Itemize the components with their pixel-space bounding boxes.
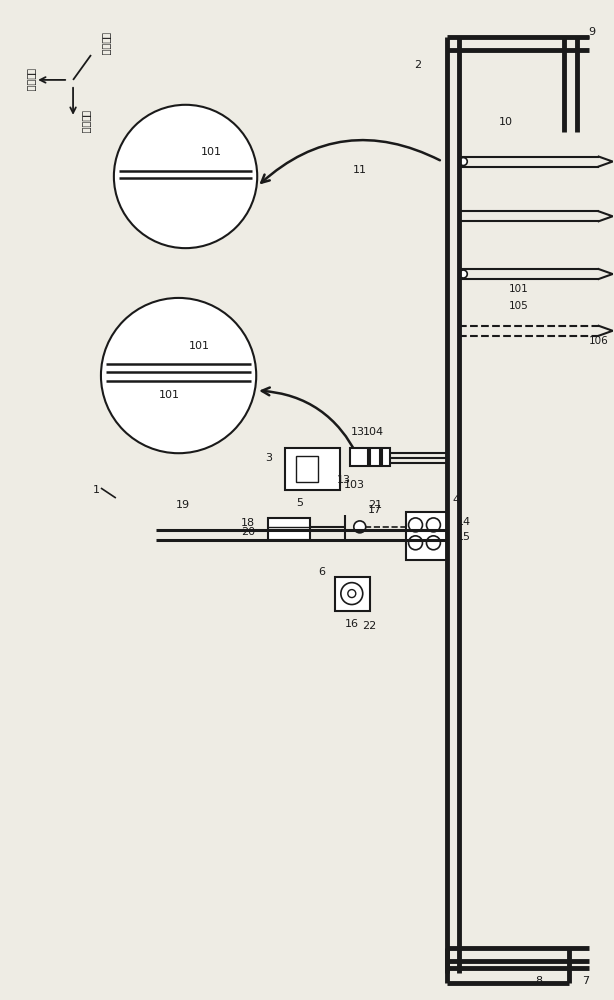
Text: 15: 15 — [457, 532, 472, 542]
Text: 3: 3 — [265, 453, 272, 463]
Text: 2: 2 — [414, 60, 422, 70]
Circle shape — [427, 518, 440, 532]
Circle shape — [408, 536, 422, 550]
Bar — [296, 456, 318, 482]
Text: 104: 104 — [363, 427, 384, 437]
Text: 106: 106 — [589, 336, 608, 346]
Text: 16: 16 — [345, 619, 359, 629]
Text: 101: 101 — [188, 341, 209, 351]
Bar — [285, 448, 340, 490]
Text: 19: 19 — [176, 500, 190, 510]
Circle shape — [101, 298, 256, 453]
Circle shape — [354, 521, 366, 533]
Circle shape — [341, 583, 363, 605]
Text: 101: 101 — [158, 390, 180, 400]
Text: 1: 1 — [93, 485, 99, 495]
Text: 第三方向: 第三方向 — [26, 68, 36, 92]
Text: 103: 103 — [344, 480, 365, 490]
Text: 4: 4 — [453, 495, 459, 505]
Circle shape — [408, 518, 422, 532]
Text: 101: 101 — [509, 284, 529, 294]
Text: 第一方向: 第一方向 — [81, 110, 91, 133]
Text: 10: 10 — [499, 117, 513, 127]
Text: 17: 17 — [368, 505, 382, 515]
Circle shape — [114, 105, 257, 248]
Text: 8: 8 — [535, 976, 543, 986]
Circle shape — [459, 158, 467, 166]
Text: 13: 13 — [337, 475, 351, 485]
Bar — [370, 448, 379, 466]
Text: 6: 6 — [318, 567, 325, 577]
Bar — [335, 577, 370, 611]
Circle shape — [459, 270, 467, 278]
Text: 105: 105 — [509, 301, 529, 311]
Text: 11: 11 — [353, 165, 367, 175]
Text: 101: 101 — [201, 147, 222, 157]
Bar — [406, 512, 448, 560]
FancyArrowPatch shape — [262, 140, 440, 183]
Text: 18: 18 — [241, 518, 255, 528]
Text: 13: 13 — [351, 427, 365, 437]
Text: 7: 7 — [581, 976, 589, 986]
Text: 20: 20 — [241, 527, 255, 537]
Text: 14: 14 — [457, 517, 472, 527]
FancyArrowPatch shape — [262, 388, 359, 458]
Text: 21: 21 — [368, 500, 382, 510]
Text: 第二方向: 第二方向 — [101, 32, 111, 56]
Text: 5: 5 — [297, 498, 303, 508]
Text: 9: 9 — [589, 27, 596, 37]
Bar — [350, 448, 368, 466]
Circle shape — [427, 536, 440, 550]
Bar — [382, 448, 390, 466]
Circle shape — [348, 590, 356, 598]
Bar — [268, 518, 310, 540]
Text: 22: 22 — [362, 621, 376, 631]
